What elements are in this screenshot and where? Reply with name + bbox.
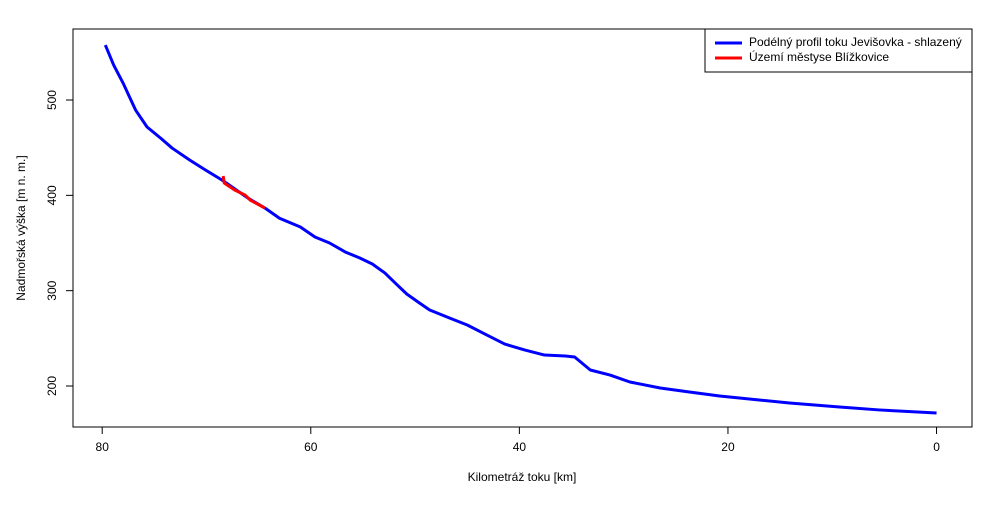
x-axis-label: Kilometráž toku [km] <box>468 470 577 484</box>
x-tick-label: 20 <box>721 440 735 454</box>
x-tick-label: 80 <box>96 440 110 454</box>
x-tick-label: 0 <box>933 440 940 454</box>
y-tick-label: 400 <box>45 185 59 205</box>
line-series <box>103 44 937 415</box>
y-tick-label: 500 <box>45 90 59 110</box>
y-tick-label: 300 <box>45 280 59 300</box>
line-series <box>221 175 266 210</box>
legend-label: Území městyse Blížkovice <box>749 49 889 64</box>
y-tick-label: 200 <box>45 376 59 396</box>
x-tick-label: 40 <box>513 440 527 454</box>
x-tick-label: 60 <box>304 440 318 454</box>
legend-label: Podélný profil toku Jevišovka - shlazený <box>749 35 962 49</box>
legend-box <box>704 28 973 73</box>
y-axis-label: Nadmořská výška [m n. m.] <box>14 155 28 300</box>
plot-box <box>72 28 973 428</box>
